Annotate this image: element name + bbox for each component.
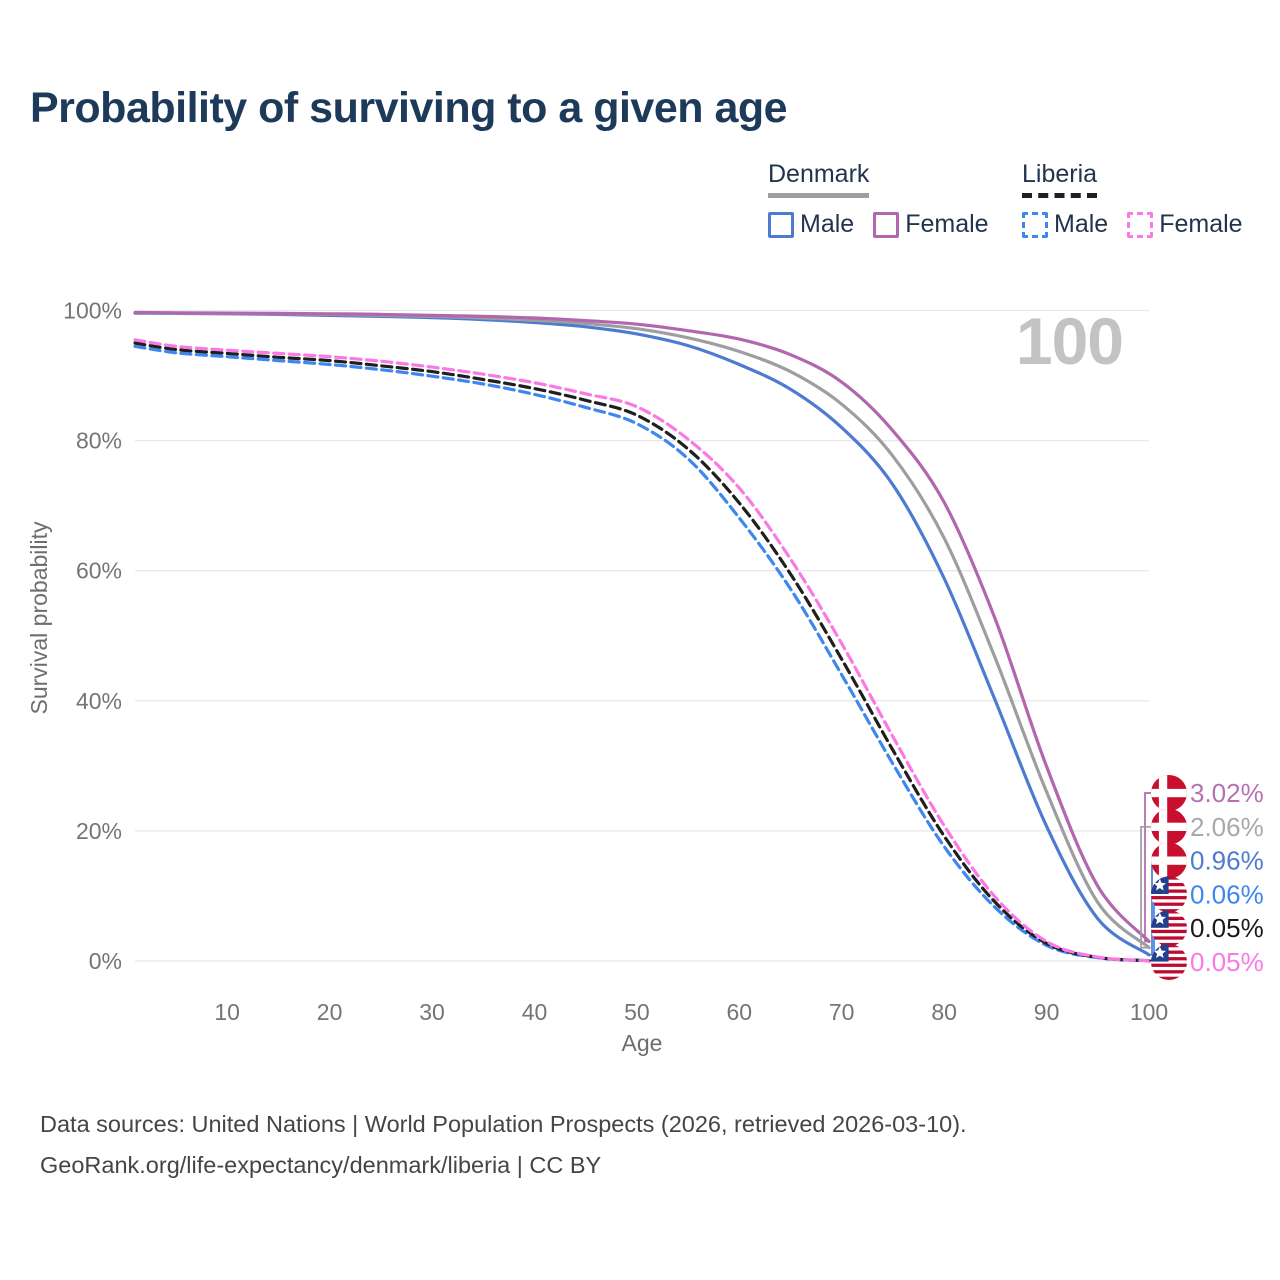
- y-axis-title: Survival probability: [26, 521, 52, 715]
- legend-item-liberia-male[interactable]: Male: [1022, 210, 1108, 239]
- y-tick-label: 100%: [63, 298, 122, 324]
- legend-label-liberia-female: Female: [1159, 210, 1243, 238]
- legend-label-denmark-female: Female: [905, 210, 989, 238]
- x-tick-label: 90: [1034, 999, 1060, 1025]
- x-tick-label: 70: [829, 999, 855, 1025]
- denmark-solid-line-swatch: [768, 193, 870, 198]
- liberia-dashed-line-swatch: [1022, 193, 1098, 198]
- x-axis-title: Age: [622, 1030, 663, 1056]
- denmark-flag-icon: [1151, 808, 1187, 845]
- legend-label-denmark-male: Male: [800, 210, 855, 238]
- x-tick-label: 10: [214, 999, 240, 1025]
- x-tick-label: 50: [624, 999, 650, 1025]
- y-tick-label: 40%: [76, 688, 122, 714]
- data-sources-line: Data sources: United Nations | World Pop…: [40, 1111, 967, 1137]
- denmark-female-swatch: [873, 211, 900, 238]
- legend-liberia-title: Liberia: [1022, 160, 1098, 188]
- legend-liberia-header: Liberia: [1022, 160, 1098, 198]
- legend-item-liberia-female[interactable]: Female: [1127, 210, 1243, 239]
- x-tick-label: 40: [522, 999, 548, 1025]
- end-value-label-denmark_both: 2.06%: [1190, 812, 1264, 842]
- legend-item-denmark-female[interactable]: Female: [873, 210, 989, 239]
- end-value-label-liberia_female: 0.05%: [1190, 947, 1264, 977]
- x-tick-label: 60: [727, 999, 753, 1025]
- legend-group-liberia: Liberia Male Female: [1022, 160, 1243, 239]
- liberia-flag-icon: [1151, 876, 1187, 913]
- curve-denmark_female[interactable]: [133, 310, 1151, 943]
- y-tick-label: 20%: [76, 818, 122, 844]
- curve-liberia_both[interactable]: [133, 341, 1151, 963]
- y-tick-label: 60%: [76, 558, 122, 584]
- curve-liberia_male[interactable]: [133, 344, 1151, 963]
- x-tick-label: 30: [419, 999, 445, 1025]
- end-value-label-liberia_male: 0.06%: [1190, 879, 1264, 909]
- legend-liberia-items: Male Female: [1022, 210, 1243, 239]
- legend-label-liberia-male: Male: [1054, 210, 1109, 238]
- x-tick-label: 100: [1130, 999, 1168, 1025]
- liberia-male-swatch: [1022, 211, 1048, 238]
- denmark-male-swatch: [768, 211, 794, 238]
- curve-liberia_female[interactable]: [133, 338, 1151, 963]
- y-tick-label: 0%: [89, 948, 122, 974]
- legend-denmark-items: Male Female: [768, 210, 989, 239]
- end-value-label-liberia_both: 0.05%: [1190, 913, 1264, 943]
- liberia-female-swatch: [1127, 211, 1154, 238]
- end-value-label-denmark_female: 3.02%: [1190, 778, 1264, 808]
- legend-group-denmark: Denmark Male Female: [768, 160, 989, 239]
- legend-denmark-header: Denmark: [768, 160, 870, 198]
- liberia-flag-icon: [1151, 910, 1187, 947]
- legend-item-denmark-male[interactable]: Male: [768, 210, 854, 239]
- denmark-flag-icon: [1151, 842, 1187, 879]
- x-tick-label: 80: [931, 999, 957, 1025]
- legend-denmark-title: Denmark: [768, 160, 870, 188]
- age-counter: 100: [1016, 304, 1123, 378]
- connector-denmark_female: [1144, 792, 1151, 943]
- connector-denmark_both: [1140, 825, 1151, 949]
- end-value-label-denmark_male: 0.96%: [1190, 846, 1264, 876]
- footer: Data sources: United Nations | World Pop…: [40, 1104, 967, 1186]
- liberia-flag-icon: [1151, 944, 1187, 980]
- page-title: Probability of surviving to a given age: [30, 84, 788, 132]
- y-tick-label: 80%: [76, 428, 122, 454]
- attribution-line: GeoRank.org/life-expectancy/denmark/libe…: [40, 1152, 602, 1178]
- x-tick-label: 20: [317, 999, 343, 1025]
- connector-liberia_female: [1148, 960, 1151, 963]
- denmark-flag-icon: [1151, 775, 1187, 811]
